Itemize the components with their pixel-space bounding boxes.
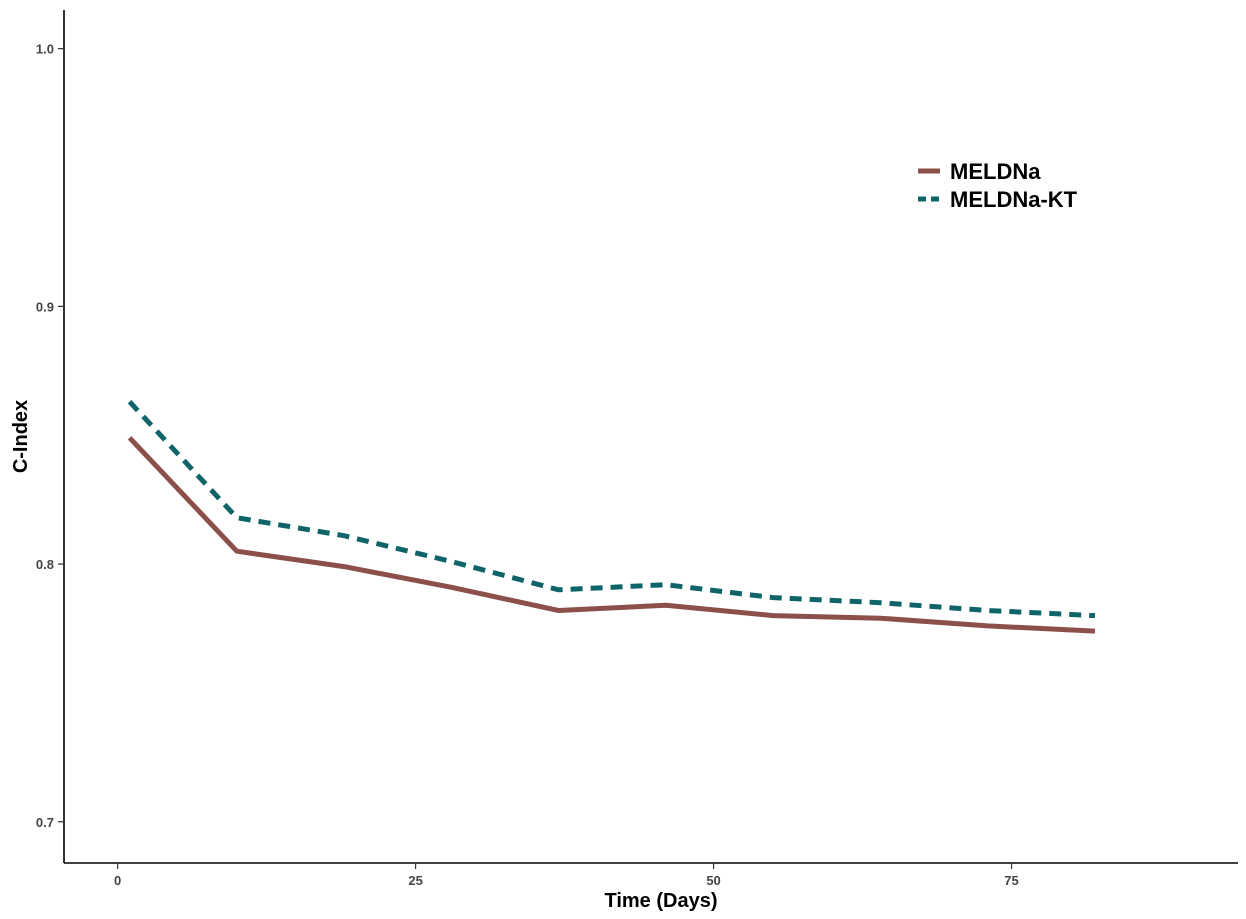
x-tick-label: 25	[408, 873, 422, 888]
legend: MELDNa MELDNa-KT	[918, 159, 1078, 212]
x-tick-label: 50	[706, 873, 720, 888]
y-tick-label: 0.9	[36, 299, 54, 314]
x-tick-label: 0	[114, 873, 121, 888]
y-tick-label: 0.8	[36, 557, 54, 572]
x-axis-title: Time (Days)	[604, 890, 717, 912]
y-axis-ticks: 0.7 0.8 0.9 1.0	[36, 42, 64, 830]
y-axis-title: C-Index	[10, 400, 32, 473]
series-line-meldna	[127, 436, 1096, 634]
series-line-meldna-kt	[127, 400, 1096, 619]
axes	[63, 10, 1238, 864]
legend-label: MELDNa	[950, 159, 1041, 184]
y-tick-label: 0.7	[36, 815, 54, 830]
y-tick-label: 1.0	[36, 42, 54, 57]
x-axis-ticks: 0 25 50 75	[114, 863, 1019, 888]
x-tick-label: 75	[1004, 873, 1018, 888]
legend-label: MELDNa-KT	[950, 187, 1078, 212]
series-layer	[127, 400, 1096, 634]
